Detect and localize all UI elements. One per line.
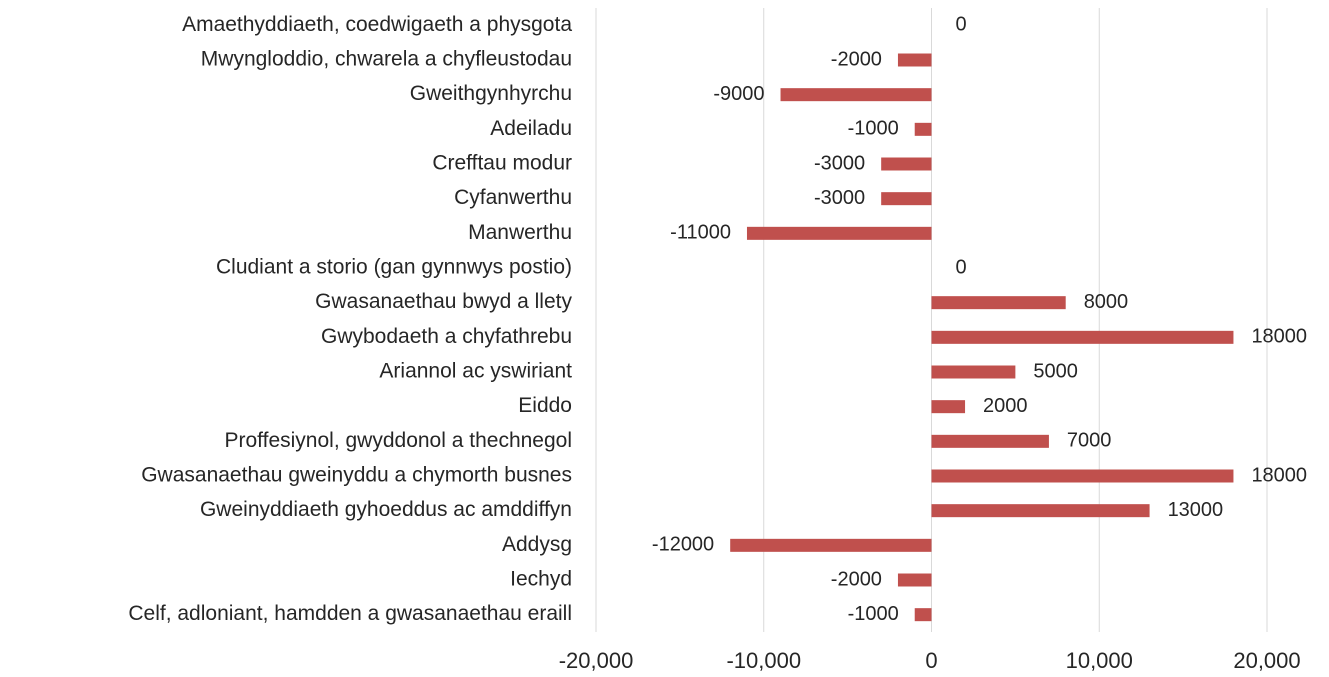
y-tick-label: Manwerthu bbox=[468, 221, 572, 244]
value-label: -12000 bbox=[652, 534, 714, 556]
bar bbox=[897, 573, 932, 587]
bar bbox=[914, 608, 932, 622]
bar bbox=[931, 434, 1049, 448]
y-tick-label: Adeiladu bbox=[490, 117, 572, 140]
y-tick-label: Crefftau modur bbox=[432, 152, 572, 175]
y-tick-label: Iechyd bbox=[510, 568, 572, 591]
value-label: -1000 bbox=[848, 118, 899, 140]
value-label: 2000 bbox=[983, 395, 1028, 417]
y-tick-label: Mwyngloddio, chwarela a chyfleustodau bbox=[201, 48, 572, 71]
value-label: -3000 bbox=[814, 187, 865, 209]
value-label: -2000 bbox=[831, 568, 882, 590]
value-label: 8000 bbox=[1084, 291, 1129, 313]
value-label: -1000 bbox=[848, 603, 899, 625]
bar bbox=[931, 400, 966, 414]
y-tick-label: Cludiant a storio (gan gynnwys postio) bbox=[216, 256, 572, 279]
value-label: -3000 bbox=[814, 152, 865, 174]
bar bbox=[931, 296, 1066, 310]
bar bbox=[897, 53, 932, 67]
y-tick-label: Celf, adloniant, hamdden a gwasanaethau … bbox=[128, 602, 572, 625]
y-tick-label: Gwasanaethau bwyd a llety bbox=[315, 290, 572, 313]
value-label: 0 bbox=[956, 256, 967, 278]
y-tick-label: Gweithgynhyrchu bbox=[410, 82, 572, 105]
x-tick-label: 20,000 bbox=[1233, 648, 1300, 673]
y-tick-label: Cyfanwerthu bbox=[454, 186, 572, 209]
y-tick-label: Proffesiynol, gwyddonol a thechnegol bbox=[224, 429, 572, 452]
x-tick-label: 10,000 bbox=[1066, 648, 1133, 673]
y-tick-label: Gwasanaethau gweinyddu a chymorth busnes bbox=[141, 464, 572, 487]
value-label: -9000 bbox=[713, 83, 764, 105]
bar bbox=[881, 157, 932, 171]
value-label: 13000 bbox=[1168, 499, 1224, 521]
y-tick-label: Addysg bbox=[502, 533, 572, 556]
x-tick-label: 0 bbox=[925, 648, 937, 673]
bar bbox=[730, 538, 932, 552]
y-tick-label: Amaethyddiaeth, coedwigaeth a physgota bbox=[182, 13, 572, 36]
bar bbox=[931, 469, 1234, 483]
bar bbox=[931, 504, 1150, 518]
value-label: -11000 bbox=[670, 222, 731, 244]
value-label: 18000 bbox=[1251, 326, 1307, 348]
value-label: 7000 bbox=[1067, 430, 1112, 452]
bar bbox=[746, 226, 932, 240]
value-label: 5000 bbox=[1033, 360, 1078, 382]
bar bbox=[881, 192, 932, 206]
bar bbox=[931, 330, 1234, 344]
bar bbox=[780, 88, 932, 102]
value-label: -2000 bbox=[831, 48, 882, 70]
bar bbox=[931, 365, 1016, 379]
y-tick-label: Gweinyddiaeth gyhoeddus ac amddiffyn bbox=[200, 498, 572, 521]
y-tick-label: Eiddo bbox=[518, 394, 572, 417]
y-tick-label: Gwybodaeth a chyfathrebu bbox=[321, 325, 572, 348]
x-tick-label: -20,000 bbox=[559, 648, 634, 673]
value-label: 0 bbox=[956, 14, 967, 36]
y-tick-label: Ariannol ac yswiriant bbox=[379, 360, 572, 383]
x-tick-label: -10,000 bbox=[726, 648, 801, 673]
value-label: 18000 bbox=[1251, 464, 1307, 486]
bar bbox=[914, 122, 932, 136]
